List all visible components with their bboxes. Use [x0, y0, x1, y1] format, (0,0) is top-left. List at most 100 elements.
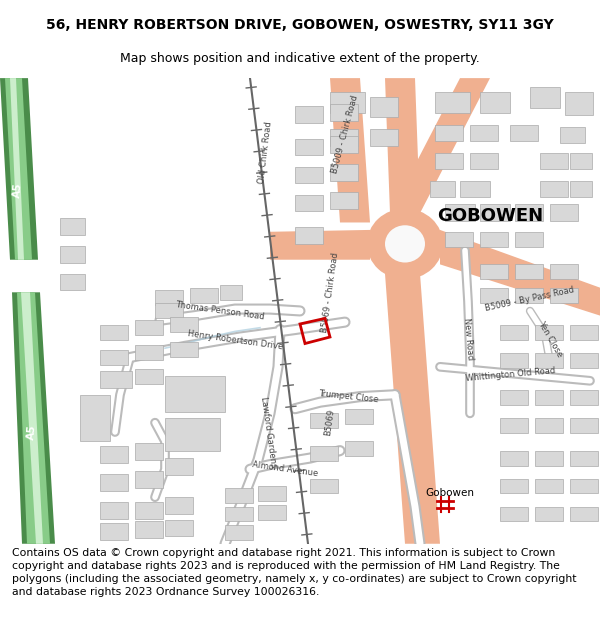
Bar [295, 194, 323, 211]
Bar [295, 106, 323, 123]
Text: B5009 - By Pass Road: B5009 - By Pass Road [485, 285, 575, 312]
Bar [535, 418, 563, 433]
Bar [535, 353, 563, 367]
Bar [100, 350, 128, 365]
Bar [135, 521, 163, 538]
Bar [100, 523, 128, 540]
Bar [155, 291, 183, 306]
Text: Whittington Old Road: Whittington Old Road [465, 366, 555, 382]
Polygon shape [5, 78, 32, 260]
Bar [570, 353, 598, 367]
Bar [570, 390, 598, 405]
Bar [535, 451, 563, 466]
Bar [565, 92, 593, 116]
Bar [540, 181, 568, 198]
Text: Almond Avenue: Almond Avenue [251, 460, 319, 478]
Text: GOBOWEN: GOBOWEN [437, 207, 543, 225]
Text: A5: A5 [26, 424, 38, 440]
Bar [345, 441, 373, 456]
Bar [100, 325, 128, 340]
Bar [570, 506, 598, 521]
Bar [530, 88, 560, 108]
Text: Contains OS data © Crown copyright and database right 2021. This information is : Contains OS data © Crown copyright and d… [12, 548, 577, 598]
Text: Thomas Penson Road: Thomas Penson Road [175, 300, 265, 322]
Polygon shape [21, 292, 43, 544]
Bar [370, 97, 398, 118]
Text: B5069 - Chirk Road: B5069 - Chirk Road [320, 252, 340, 333]
Bar [100, 446, 128, 462]
Bar [135, 346, 163, 360]
Bar [225, 525, 253, 540]
Polygon shape [390, 78, 490, 213]
Bar [170, 342, 198, 357]
Polygon shape [385, 274, 440, 544]
Bar [570, 152, 592, 169]
Text: B5069: B5069 [323, 409, 337, 437]
Bar [535, 325, 563, 340]
Bar [295, 227, 323, 244]
Bar [100, 474, 128, 491]
Bar [480, 264, 508, 279]
Bar [445, 232, 473, 247]
Bar [165, 418, 220, 451]
Circle shape [385, 225, 425, 262]
Polygon shape [0, 78, 38, 260]
Bar [295, 167, 323, 183]
Bar [258, 504, 286, 519]
Bar [310, 413, 338, 428]
Text: Henry Robertson Drive: Henry Robertson Drive [187, 329, 283, 351]
Bar [470, 152, 498, 169]
Bar [500, 506, 528, 521]
Bar [225, 488, 253, 502]
Bar [480, 204, 510, 221]
Bar [135, 443, 163, 460]
Bar [500, 418, 528, 433]
Bar [535, 506, 563, 521]
Bar [100, 371, 132, 388]
Bar [535, 390, 563, 405]
Text: Yen Close: Yen Close [536, 319, 564, 359]
Bar [445, 204, 475, 221]
Bar [330, 164, 358, 181]
Bar [510, 125, 538, 141]
Bar [570, 325, 598, 340]
Bar [330, 192, 358, 209]
Bar [500, 390, 528, 405]
Bar [170, 318, 198, 332]
Text: A5: A5 [12, 182, 24, 198]
Polygon shape [270, 230, 370, 260]
Bar [550, 204, 578, 221]
Bar [330, 136, 358, 152]
Bar [550, 264, 578, 279]
Bar [155, 304, 183, 318]
Bar [330, 104, 358, 121]
Bar [135, 320, 163, 335]
Text: Old Chirk Road: Old Chirk Road [257, 121, 273, 184]
Polygon shape [17, 292, 50, 544]
Bar [165, 498, 193, 514]
Bar [135, 471, 163, 488]
Bar [480, 232, 508, 247]
Bar [345, 409, 373, 424]
Text: Gobowen: Gobowen [425, 488, 475, 498]
Bar [135, 369, 163, 384]
Bar [258, 486, 286, 501]
Bar [220, 285, 242, 300]
Bar [535, 479, 563, 494]
Bar [80, 395, 110, 441]
Text: Map shows position and indicative extent of the property.: Map shows position and indicative extent… [120, 52, 480, 65]
Bar [570, 451, 598, 466]
Circle shape [367, 209, 443, 279]
Bar [165, 519, 193, 536]
Text: 56, HENRY ROBERTSON DRIVE, GOBOWEN, OSWESTRY, SY11 3GY: 56, HENRY ROBERTSON DRIVE, GOBOWEN, OSWE… [46, 18, 554, 32]
Bar [135, 502, 163, 519]
Bar [60, 217, 85, 234]
Bar [100, 502, 128, 519]
Bar [430, 181, 455, 198]
Bar [310, 479, 338, 494]
Polygon shape [10, 78, 24, 260]
Bar [310, 446, 338, 461]
Bar [295, 139, 323, 156]
Bar [480, 92, 510, 112]
Bar [540, 152, 568, 169]
